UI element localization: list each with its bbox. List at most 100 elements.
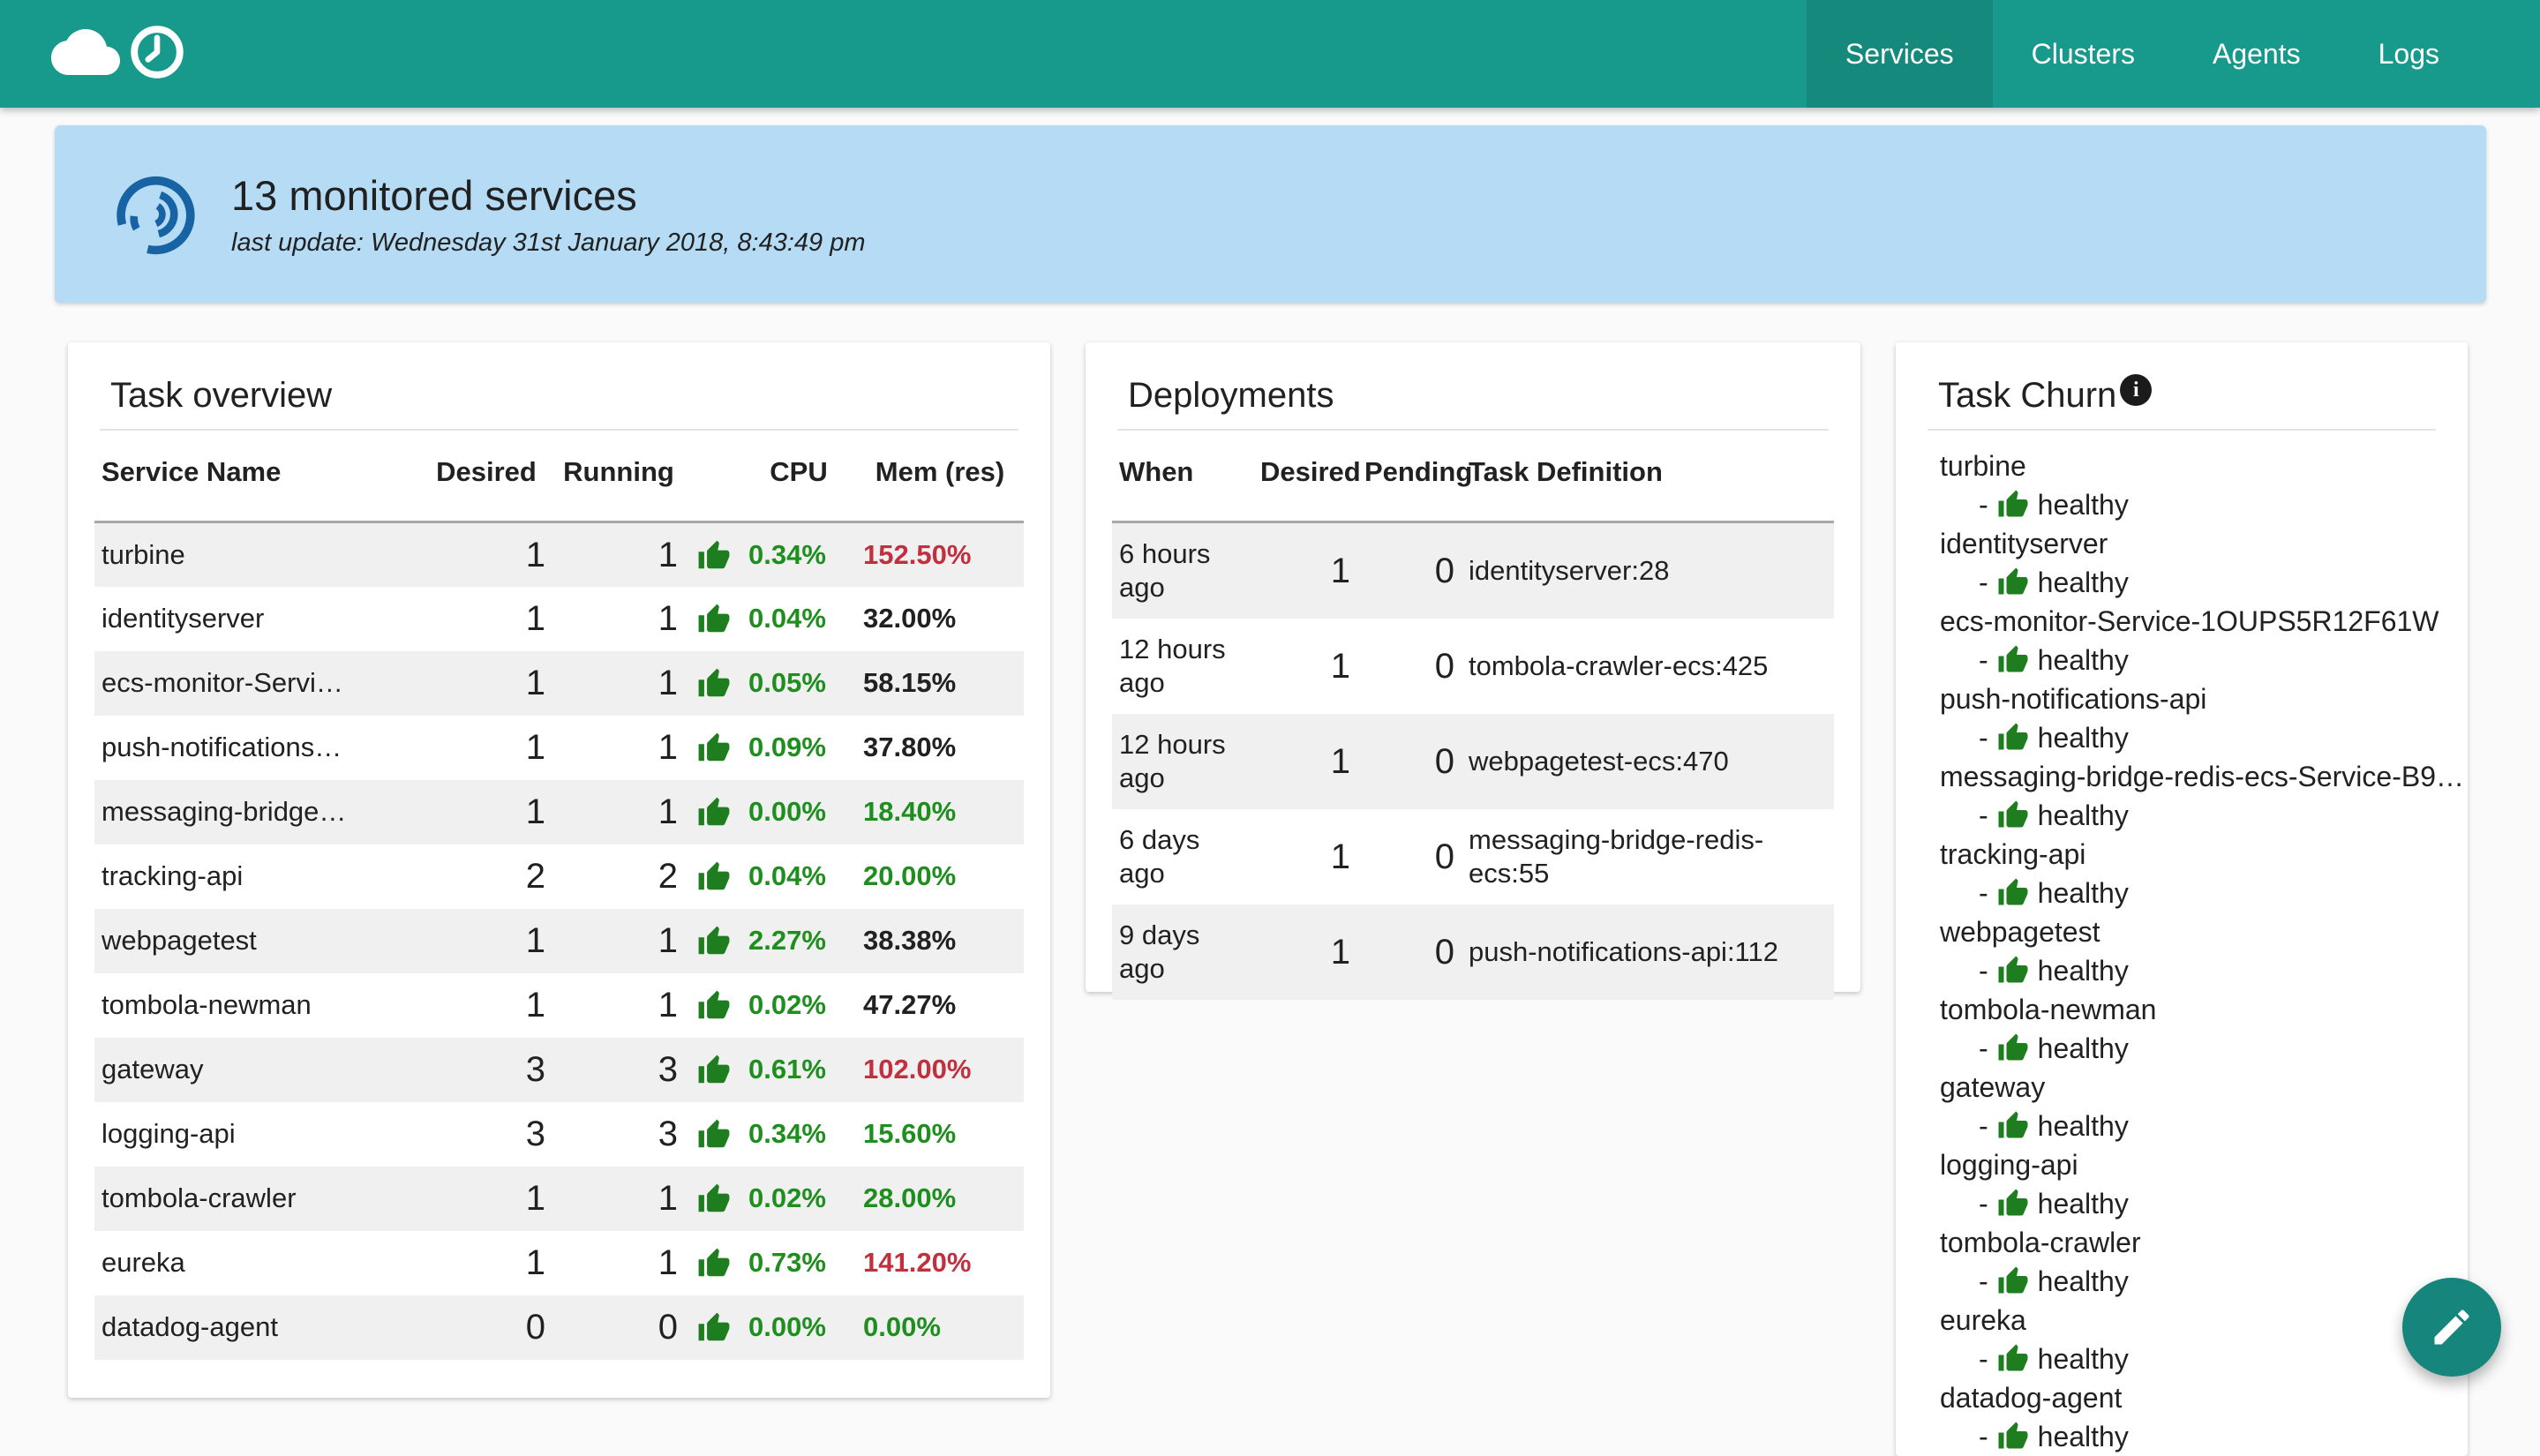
deployments-title: Deployments: [1128, 376, 1334, 415]
info-icon[interactable]: i: [2120, 374, 2153, 406]
nav-item[interactable]: Logs: [2378, 37, 2439, 70]
task-row: webpagetest 1 1 2.27% 38.38%: [94, 908, 1024, 973]
churn-service-name: ecs-monitor-Service-1OUPS5R12F61W: [1940, 605, 2439, 637]
running-count: 1: [658, 599, 678, 639]
mem-value: 32.00%: [863, 603, 957, 634]
deploy-desired: 1: [1253, 521, 1357, 619]
churn-service-name: tombola-crawler: [1940, 1227, 2141, 1258]
desired-count: 0: [525, 1308, 545, 1347]
arcs-icon: [111, 172, 196, 257]
churn-item: identityserver - healthy: [1896, 524, 2468, 602]
cpu-value: 0.04%: [748, 860, 826, 892]
task-overview-table: Service Name Desired Running CPU Mem (re…: [94, 431, 1024, 1360]
churn-status-line: - healthy: [1896, 1417, 2468, 1456]
nav-item[interactable]: Agents: [2212, 37, 2301, 70]
churn-status-line: - healthy: [1896, 485, 2468, 524]
nav-item[interactable]: Services: [1806, 0, 1993, 108]
service-name: tombola-newman: [101, 989, 312, 1021]
dash: -: [1979, 644, 1988, 676]
mem-value: 28.00%: [863, 1182, 957, 1214]
service-name: tombola-crawler: [101, 1182, 297, 1214]
churn-status-text: healthy: [2037, 1265, 2129, 1297]
desired-count: 1: [525, 1179, 545, 1219]
churn-status-line: - healthy: [1896, 874, 2468, 912]
col-mem: Mem (res): [875, 456, 1005, 487]
churn-status-line: - healthy: [1896, 641, 2468, 679]
desired-count: 1: [525, 599, 545, 639]
churn-status-line: - healthy: [1896, 796, 2468, 835]
thumbs-up-icon: [698, 1119, 730, 1148]
service-name: tracking-api: [101, 860, 244, 892]
deployment-row: 12 hours ago 1 0 webpagetest-ecs:470: [1112, 714, 1834, 809]
deployment-row: 9 days ago 1 0 push-notifications-api:11…: [1112, 904, 1834, 1000]
thumbs-up-icon: [698, 1183, 730, 1212]
churn-status-text: healthy: [2037, 1421, 2129, 1452]
service-name: ecs-monitor-Servi…: [101, 667, 343, 699]
mem-value: 18.40%: [863, 796, 957, 828]
deploy-task-definition: webpagetest-ecs:470: [1469, 746, 1729, 777]
task-row: turbine 1 1 0.34% 152.50%: [94, 520, 1024, 587]
task-overview-title: Task overview: [110, 376, 333, 415]
churn-item: push-notifications-api - healthy: [1896, 679, 2468, 757]
deployment-row: 6 hours ago 1 0 identityserver:28: [1112, 521, 1834, 619]
thumbs-up-icon: [698, 668, 730, 697]
task-churn-panel: Task Churn i turbine - healthy identityse…: [1896, 342, 2468, 1456]
cpu-value: 0.00%: [748, 796, 826, 828]
banner-title: 13 monitored services: [231, 172, 637, 219]
task-row: identityserver 1 1 0.04% 32.00%: [94, 587, 1024, 651]
service-name: turbine: [94, 520, 420, 587]
thumbs-up-icon: [1998, 1033, 2028, 1061]
col-pending: Pending: [1364, 456, 1473, 487]
dash: -: [1979, 799, 1988, 831]
deploy-task-definition: push-notifications-api:112: [1469, 936, 1778, 967]
desired-count: 1: [525, 921, 545, 961]
deployments-table: When Desired Pending Task Definition 6 h…: [1112, 431, 1834, 1000]
churn-status-line: - healthy: [1896, 1107, 2468, 1145]
deploy-pending: 0: [1434, 933, 1454, 972]
col-desired: Desired: [1260, 456, 1361, 487]
task-row: push-notifications… 1 1 0.09% 37.80%: [94, 716, 1024, 780]
cpu-value: 0.02%: [748, 1182, 826, 1214]
running-count: 3: [658, 1115, 678, 1154]
task-row: tracking-api 2 2 0.04% 20.00%: [94, 844, 1024, 909]
deployments-panel: Deployments When Desired Pending Task De…: [1086, 342, 1860, 1000]
churn-status-text: healthy: [2037, 722, 2129, 754]
edit-fab[interactable]: [2402, 1278, 2501, 1377]
churn-service-name: push-notifications-api: [1940, 683, 2207, 715]
churn-status-line: - healthy: [1896, 563, 2468, 602]
col-health: [685, 431, 741, 522]
mem-value: 47.27%: [863, 989, 957, 1021]
churn-status-line: - healthy: [1896, 1184, 2468, 1223]
deploy-when: 6 days ago: [1119, 824, 1200, 889]
deploy-task-definition: messaging-bridge-redis-ecs:55: [1469, 824, 1764, 889]
service-name: identityserver: [101, 603, 265, 634]
service-name: gateway: [101, 1054, 204, 1085]
churn-item: webpagetest - healthy: [1896, 912, 2468, 990]
dash: -: [1979, 722, 1988, 754]
deploy-pending: 0: [1434, 742, 1454, 781]
deployment-row: 6 days ago 1 0 messaging-bridge-redis-ec…: [1112, 809, 1834, 904]
deploy-pending: 0: [1434, 647, 1454, 686]
deploy-when: 9 days ago: [1119, 919, 1200, 984]
churn-service-name: eureka: [1940, 1304, 2026, 1336]
churn-status-line: - healthy: [1896, 1262, 2468, 1301]
task-row: tombola-newman 1 1 0.02% 47.27%: [94, 973, 1024, 1038]
task-row: logging-api 3 3 0.34% 15.60%: [94, 1102, 1024, 1167]
service-name: datadog-agent: [101, 1311, 278, 1343]
thumbs-up-icon: [1998, 645, 2028, 672]
cloud-icon: [51, 18, 120, 91]
thumbs-up-icon: [1998, 567, 2028, 595]
dash: -: [1979, 1265, 1988, 1297]
deploy-pending: 0: [1434, 837, 1454, 876]
running-count: 1: [658, 921, 678, 961]
service-name: logging-api: [101, 1118, 236, 1150]
nav-item[interactable]: Clusters: [2031, 37, 2135, 70]
dash: -: [1979, 1343, 1988, 1375]
service-name: push-notifications…: [101, 732, 342, 763]
deploy-when: 6 hours ago: [1112, 521, 1253, 619]
deploy-when: 12 hours ago: [1119, 634, 1226, 698]
thumbs-up-icon: [698, 1312, 730, 1341]
dash: -: [1979, 1110, 1988, 1142]
thumbs-up-icon: [698, 1248, 730, 1277]
desired-count: 3: [525, 1115, 545, 1154]
